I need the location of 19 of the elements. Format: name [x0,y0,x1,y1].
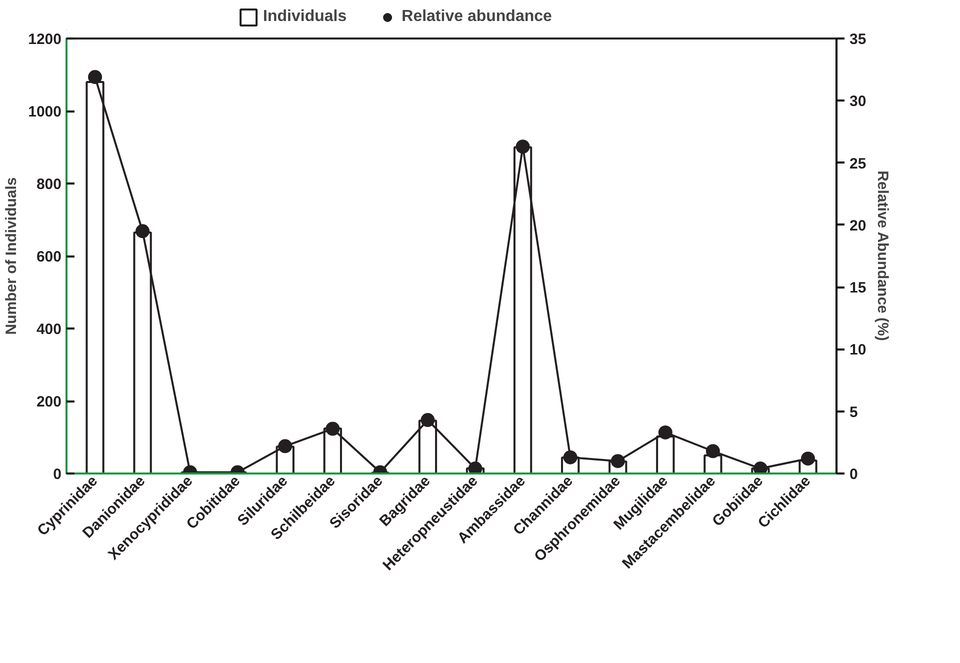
y2-tick-label: 5 [850,404,858,421]
y2-tick-label: 15 [850,280,866,297]
y2-axis-title: Relative Abundance (%) [874,170,892,341]
y-tick-label: 400 [36,321,62,338]
y2-tick-label: 0 [850,466,858,483]
legend-label: Individuals [263,8,347,26]
y-tick-label: 0 [53,466,62,483]
y-tick-label: 1000 [28,104,62,120]
y-axis-title: Number of Individuals [3,177,20,335]
y2-tick-label: 20 [850,217,866,234]
y-tick-label: 200 [36,394,62,410]
legend-label: Relative abundance [402,8,552,26]
y2-tick-label: 35 [850,31,866,48]
y-tick-label: 1200 [28,31,62,48]
y2-tick-label: 30 [850,93,866,110]
y-tick-label: 600 [36,248,62,266]
y2-tick-label: 10 [850,342,866,359]
y-tick-label: 800 [36,176,62,193]
y2-tick-label: 25 [850,155,866,172]
